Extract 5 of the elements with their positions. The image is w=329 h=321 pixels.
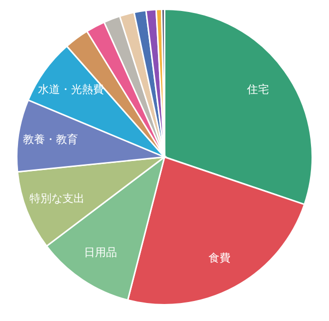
slice-label: 教養・教育 (23, 133, 78, 146)
slice-label: 食費 (208, 251, 230, 264)
slice-label: 日用品 (84, 246, 118, 259)
slice-label: 住宅 (247, 82, 270, 96)
slice-label: 特別な支出 (30, 192, 85, 206)
